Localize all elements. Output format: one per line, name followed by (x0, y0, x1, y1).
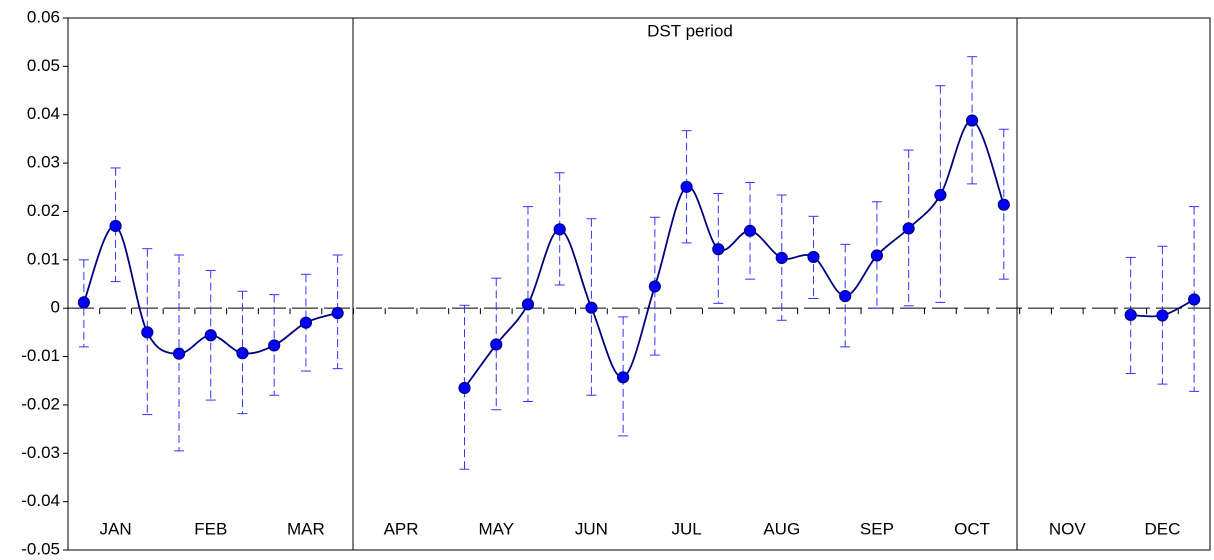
data-point (299, 316, 313, 329)
x-tick-label: JUL (671, 519, 701, 538)
error-bar (459, 304, 470, 470)
y-tick-label: 0.02 (27, 201, 60, 220)
data-point (109, 219, 122, 233)
y-tick-label: 0.04 (27, 104, 60, 123)
x-tick-label: MAY (478, 519, 514, 538)
series-line (83, 119, 1195, 389)
error-bar (142, 248, 153, 416)
x-tick-label: MAR (287, 519, 325, 538)
data-point (997, 198, 1010, 211)
data-point (236, 347, 249, 360)
y-tick-label: 0.03 (27, 153, 60, 172)
y-tick-label: 0.06 (27, 7, 60, 26)
data-point (934, 188, 947, 202)
data-point (553, 223, 566, 236)
data-point (743, 224, 757, 237)
x-tick-label: APR (384, 519, 419, 538)
error-bar (554, 172, 565, 286)
error-bar (1189, 206, 1200, 392)
data-point (521, 298, 535, 311)
data-point (1156, 309, 1169, 322)
error-bar (618, 316, 629, 437)
x-tick-label: SEP (860, 519, 894, 538)
data-point (458, 381, 471, 395)
y-tick-label: 0.05 (27, 56, 60, 75)
data-point (585, 301, 598, 314)
error-bar (649, 216, 660, 356)
x-tick-label: OCT (954, 519, 990, 538)
data-point (775, 251, 788, 264)
error-bar (110, 167, 121, 283)
x-tick-label: AUG (763, 519, 800, 538)
data-point (77, 296, 90, 309)
y-tick-label: -0.03 (21, 443, 60, 462)
data-point (141, 326, 154, 339)
data-point (1124, 308, 1137, 322)
data-point (1188, 293, 1201, 306)
x-tick-label: JAN (100, 519, 132, 538)
error-bar (332, 254, 343, 370)
x-tick-label: JUN (575, 519, 608, 538)
y-tick-label: 0.01 (27, 249, 60, 268)
plot-frame (67, 17, 1211, 551)
data-point (680, 180, 693, 193)
x-tick-label: NOV (1049, 519, 1087, 538)
x-tick-label: DEC (1144, 519, 1180, 538)
y-tick-label: -0.04 (21, 491, 60, 510)
data-point (204, 329, 217, 342)
data-point (965, 114, 979, 127)
data-point (839, 289, 852, 303)
error-bar (681, 130, 692, 244)
data-point (490, 338, 503, 351)
y-tick-label: -0.02 (21, 394, 60, 413)
data-point (807, 250, 820, 264)
data-point (268, 339, 281, 352)
y-tick-label: -0.05 (21, 539, 60, 558)
error-bar (1157, 245, 1168, 385)
y-tick-label: -0.01 (21, 346, 60, 365)
data-point (648, 280, 661, 293)
data-point (172, 347, 186, 360)
data-point (331, 306, 344, 320)
data-point (617, 371, 630, 384)
annotation: DST period (647, 21, 733, 40)
data-point (712, 243, 725, 256)
x-tick-label: FEB (194, 519, 227, 538)
y-tick-label: 0 (51, 298, 60, 317)
data-point (870, 249, 884, 262)
error-bar (1125, 256, 1136, 374)
data-point (902, 222, 915, 235)
